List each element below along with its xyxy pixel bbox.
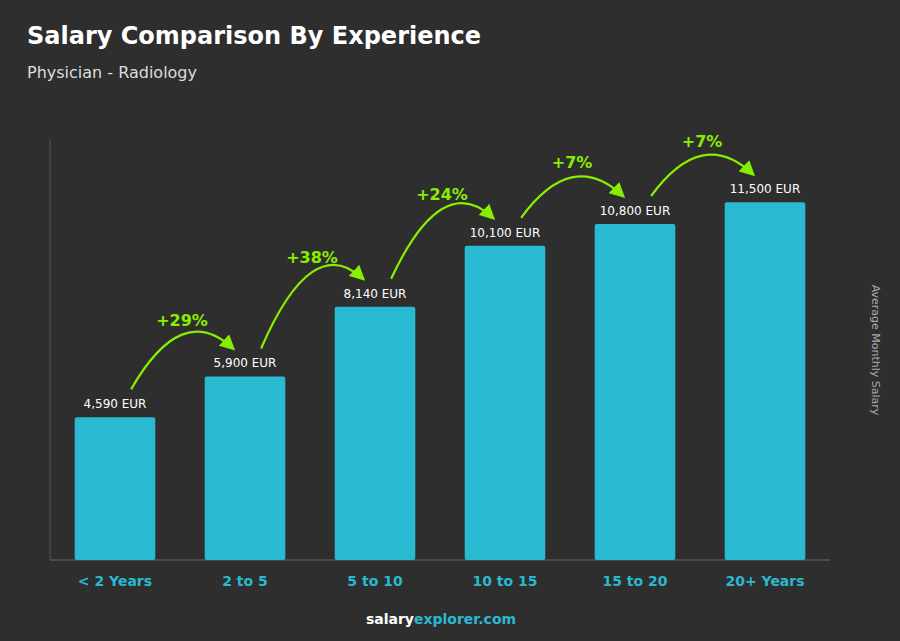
data-label: 8,140 EUR [344,287,407,301]
y-axis-line [50,140,51,560]
growth-arrow [391,203,493,279]
x-tick-label: 20+ Years [725,573,804,589]
annotation: +7% [682,132,723,151]
growth-arrow [131,332,233,390]
x-tick-label: 5 to 10 [347,573,403,589]
growth-arrow [521,176,623,217]
background [0,0,900,641]
chart: Salary Comparison By Experience Physician… [0,0,900,641]
bar [335,307,416,560]
data-label: 5,900 EUR [214,356,277,370]
bar [465,246,546,560]
y-axis-label: Average Monthly Salary [869,285,882,416]
annotation: +29% [156,311,208,330]
x-tick-label: 2 to 5 [222,573,268,589]
bars [75,202,806,560]
x-tick-label: 15 to 20 [602,573,667,589]
bar [205,376,286,560]
footer: explorer.com [414,611,516,627]
growth-arrow [261,265,363,349]
annotation: +38% [286,248,338,267]
chart-container: Salary Comparison By Experience Physician… [0,0,900,641]
bar [595,224,676,560]
data-label: 10,800 EUR [600,204,671,218]
data-label: 4,590 EUR [84,397,147,411]
annotation: +7% [552,153,593,172]
x-tick-label: < 2 Years [78,573,152,589]
data-label: 10,100 EUR [470,226,541,240]
title: Salary Comparison By Experience [27,22,481,50]
bar [75,417,156,560]
bar [725,202,806,560]
data-label: 11,500 EUR [730,182,801,196]
annotation: +24% [416,185,468,204]
subtitle: Physician - Radiology [27,63,197,82]
footer: salary [366,611,414,627]
x-axis-line [50,560,830,561]
growth-arrow [651,155,753,196]
x-tick-label: 10 to 15 [472,573,537,589]
